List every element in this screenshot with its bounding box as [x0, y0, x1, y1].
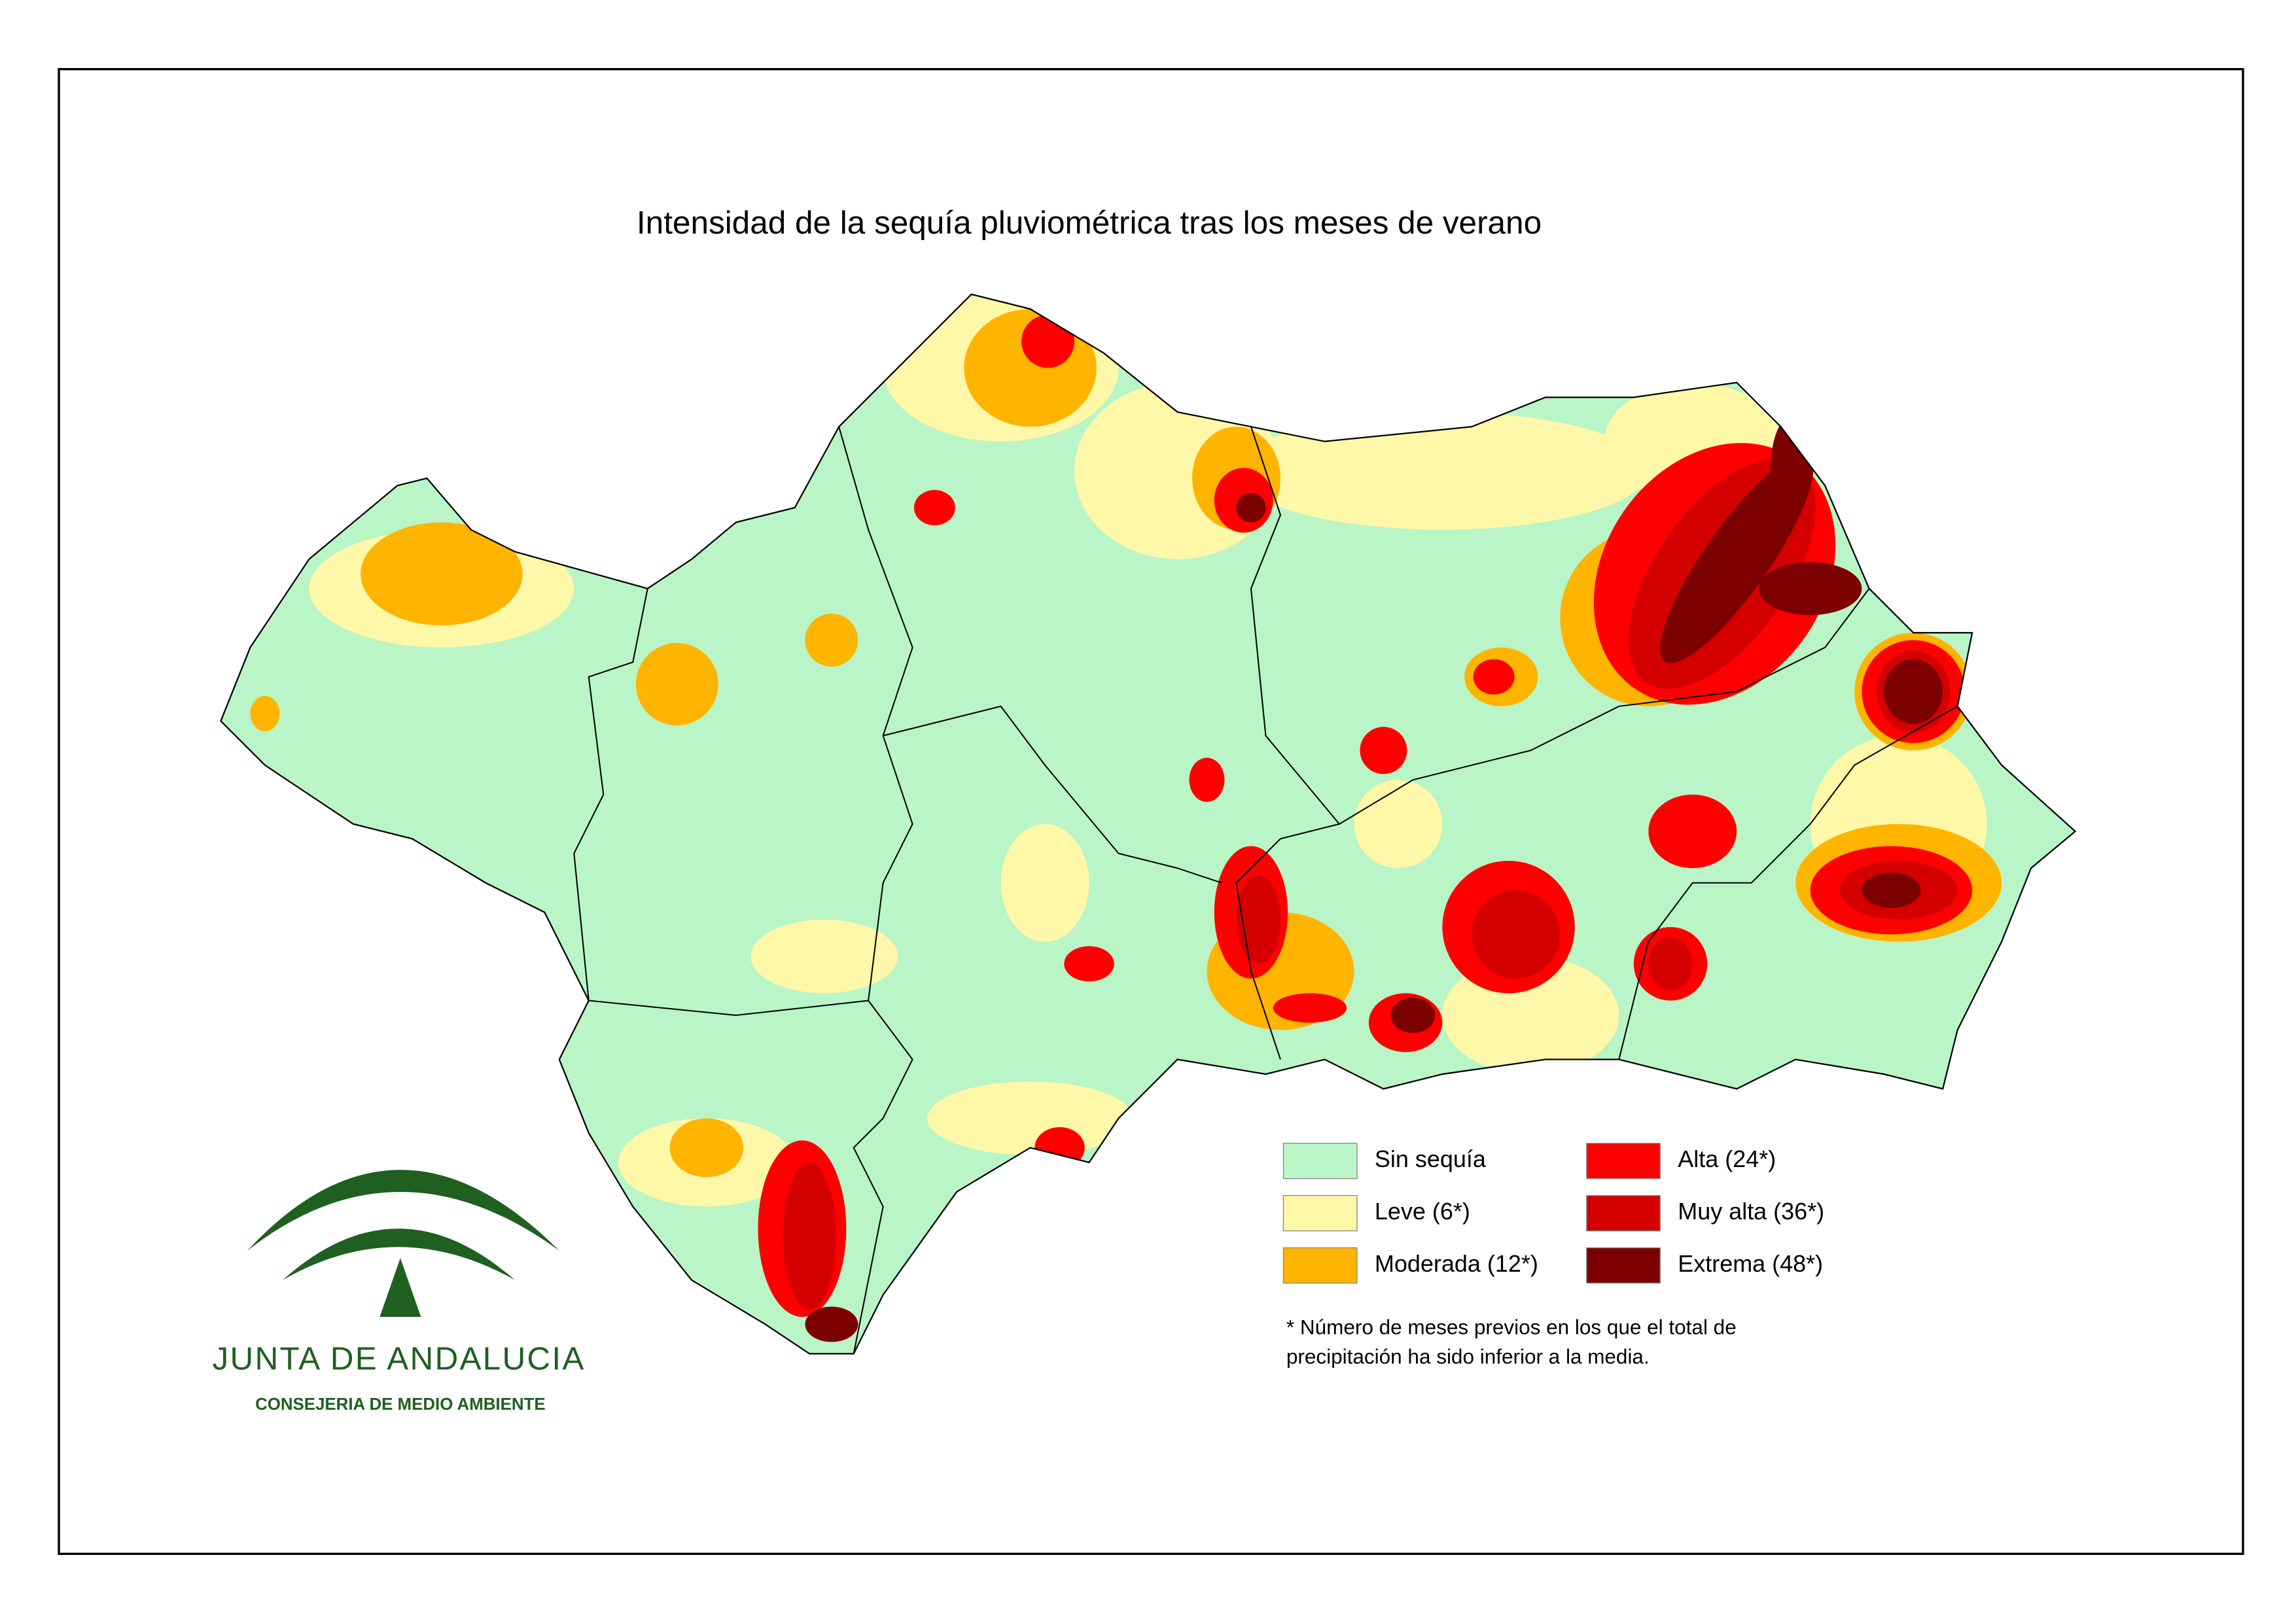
legend-swatch — [1586, 1247, 1661, 1284]
logo-arc — [282, 1229, 516, 1280]
footnote: precipitación ha sido inferior a la medi… — [1286, 1344, 1650, 1368]
legend-swatch — [1282, 1195, 1358, 1232]
extrema-areas — [805, 419, 1943, 1342]
legend-label: Alta (24*) — [1678, 1145, 1776, 1172]
logo: JUNTA DE ANDALUCIA CONSEJERIA DE MEDIO A… — [213, 1170, 586, 1414]
legend-label: Leve (6*) — [1375, 1198, 1470, 1225]
legend-label: Extrema (48*) — [1678, 1250, 1823, 1277]
logo-department: CONSEJERIA DE MEDIO AMBIENTE — [255, 1395, 546, 1414]
logo-name: JUNTA DE ANDALUCIA — [213, 1341, 586, 1377]
legend-swatch — [1282, 1247, 1358, 1284]
province-borders — [573, 426, 1958, 1354]
footnote: * Número de meses previos en los que el … — [1286, 1315, 1737, 1338]
map-title: Intensidad de la sequía pluviométrica tr… — [637, 205, 1542, 241]
legend-swatch — [1586, 1143, 1661, 1179]
legend-swatch — [1586, 1195, 1661, 1232]
legend-label: Muy alta (36*) — [1678, 1198, 1824, 1225]
legend-swatch — [1282, 1143, 1358, 1179]
legend-label: Sin sequía — [1375, 1145, 1486, 1172]
legend: Sin sequía Leve (6*) Moderada (12*) Alta (2… — [1282, 1143, 1824, 1284]
logo-triangle — [380, 1258, 421, 1318]
drought-map — [221, 294, 2075, 1354]
logo-arc — [247, 1170, 559, 1251]
legend-label: Moderada (12*) — [1375, 1250, 1538, 1277]
